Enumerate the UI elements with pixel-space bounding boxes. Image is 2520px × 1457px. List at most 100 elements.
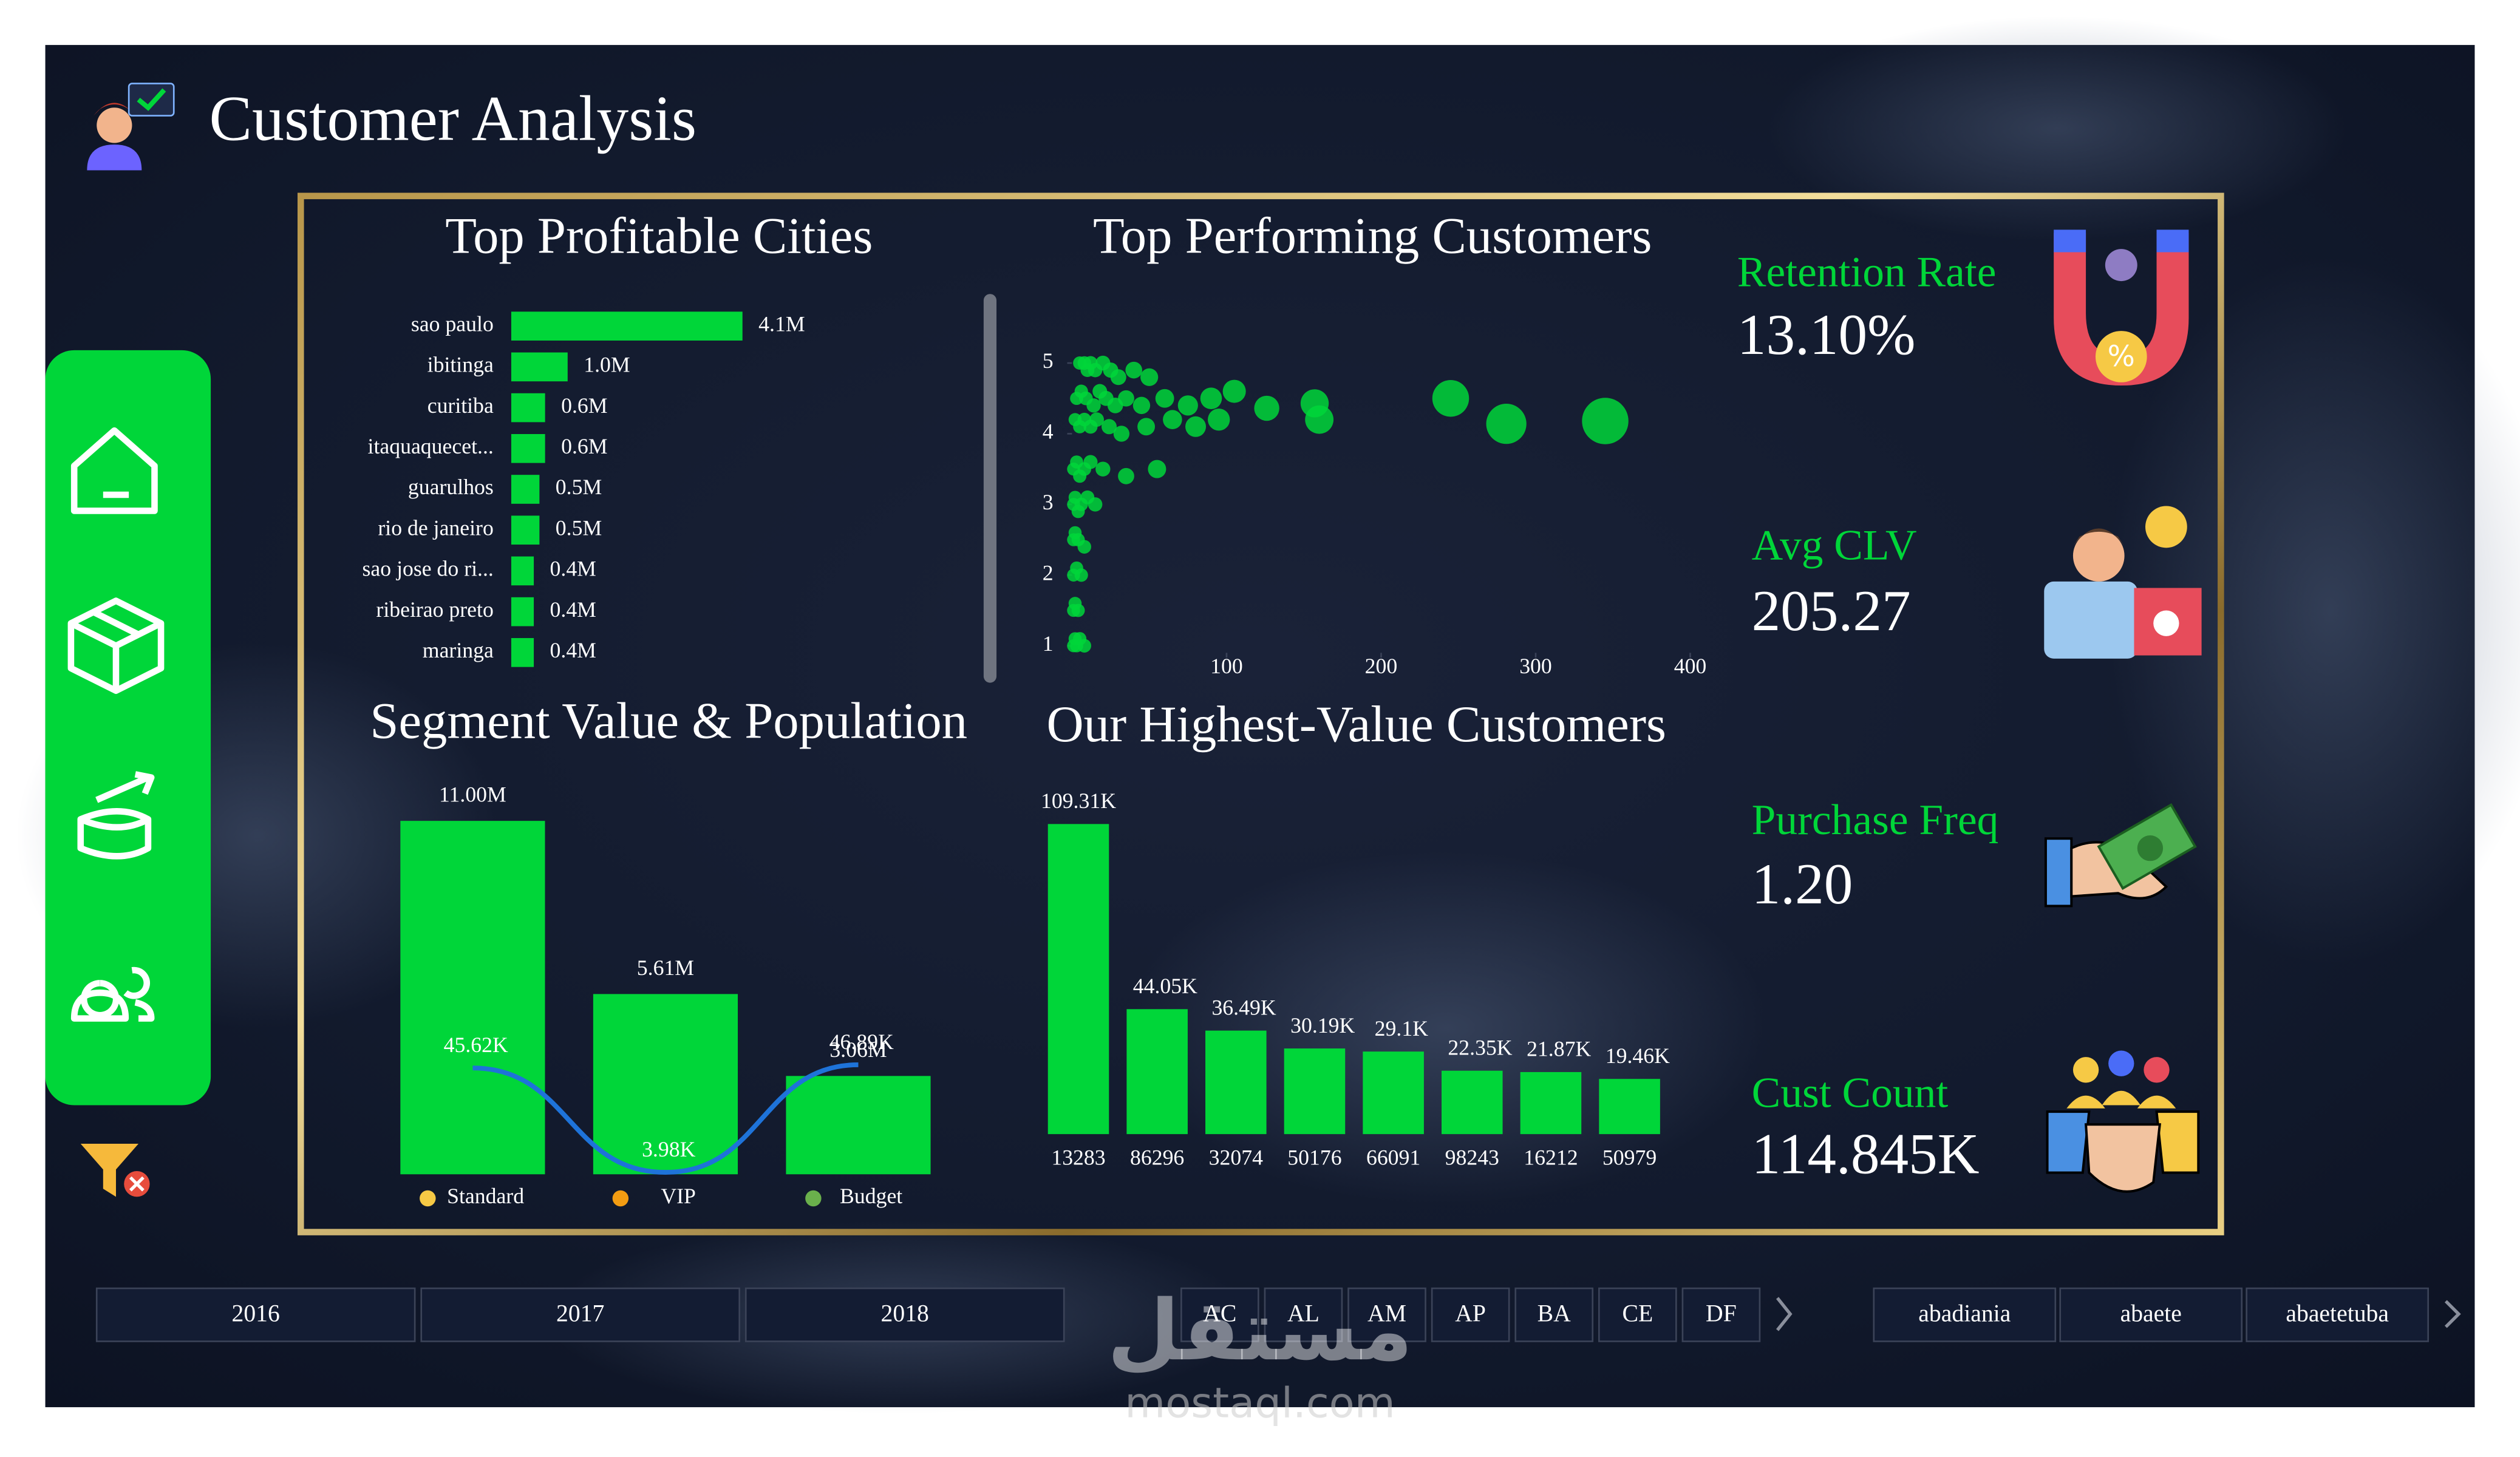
button-box[interactable]	[1681, 1287, 1761, 1342]
value-label: 0.5M	[556, 515, 602, 540]
category-label: curitiba	[427, 393, 494, 418]
button-label[interactable]: 2017	[556, 1300, 604, 1326]
button-box[interactable]	[1347, 1287, 1426, 1342]
kpi-value: 205.27	[1752, 579, 1911, 643]
scatter-point	[1305, 405, 1334, 434]
bar	[1520, 1072, 1582, 1135]
cities-button[interactable]: abaete	[2059, 1287, 2243, 1342]
scatter-point	[1083, 455, 1098, 469]
bar	[1126, 1009, 1188, 1135]
header-icon	[87, 83, 175, 171]
value-label: 44.05K	[1133, 974, 1197, 998]
years-button[interactable]: 2018	[744, 1287, 1065, 1342]
cities-button[interactable]: abadiania	[1873, 1287, 2057, 1342]
button-label[interactable]: DF	[1706, 1300, 1737, 1326]
states-button[interactable]: AL	[1264, 1287, 1343, 1342]
value-label: 29.1K	[1375, 1016, 1429, 1041]
line-value-label: 46.89K	[829, 1030, 894, 1054]
scatter-point	[1113, 426, 1130, 442]
sidebar	[45, 350, 211, 1105]
bar	[511, 475, 540, 504]
button-label[interactable]: abaetetuba	[2286, 1300, 2389, 1326]
bar	[511, 556, 534, 586]
button-label[interactable]: AM	[1367, 1300, 1406, 1326]
button-box[interactable]	[420, 1287, 740, 1342]
kpi-label: Cust Count	[1752, 1069, 1949, 1117]
button-box[interactable]	[1514, 1287, 1594, 1342]
button-box[interactable]	[1873, 1287, 2057, 1342]
states-button[interactable]: DF	[1681, 1287, 1761, 1342]
button-label[interactable]: AP	[1455, 1300, 1486, 1326]
button-box[interactable]	[1264, 1287, 1343, 1342]
watermark-arabic: مستقل	[1107, 1282, 1412, 1379]
product-icon[interactable]	[67, 597, 165, 695]
years-button[interactable]: 2017	[420, 1287, 740, 1342]
button-label[interactable]: 2018	[881, 1300, 929, 1326]
category-label: ribeirao preto	[376, 597, 493, 622]
category-label: VIP	[661, 1184, 696, 1208]
category-label: itaquaquecet...	[368, 434, 494, 458]
states-button[interactable]: BA	[1514, 1287, 1594, 1342]
button-box[interactable]	[95, 1287, 416, 1342]
button-label[interactable]: abaete	[2120, 1300, 2182, 1326]
cities-button[interactable]: abaetetuba	[2246, 1287, 2430, 1342]
scatter-point	[1200, 387, 1222, 410]
bar-value-label: 3.06M	[829, 1038, 887, 1062]
states-button[interactable]: AP	[1431, 1287, 1510, 1342]
bar-value-label: 11.00M	[439, 783, 506, 807]
sales-icon[interactable]	[77, 771, 155, 860]
scatter-point	[1140, 368, 1159, 386]
states-next-arrow[interactable]	[1776, 1297, 1793, 1331]
home-icon[interactable]	[70, 427, 158, 514]
value-label: 36.49K	[1211, 995, 1276, 1019]
button-label[interactable]: 2016	[232, 1300, 280, 1326]
button-box[interactable]	[1431, 1287, 1510, 1342]
category-label: sao paulo	[411, 311, 494, 336]
button-label[interactable]: AL	[1287, 1300, 1320, 1326]
category-label: ibitinga	[427, 353, 494, 377]
button-label[interactable]: BA	[1538, 1300, 1571, 1326]
customer-icon[interactable]	[70, 966, 155, 1022]
value-label: 0.6M	[561, 393, 607, 418]
value-label: 4.1M	[758, 311, 805, 336]
value-label: 22.35K	[1448, 1035, 1512, 1059]
category-icon	[805, 1190, 822, 1207]
button-label[interactable]: CE	[1622, 1300, 1653, 1326]
button-label[interactable]: abadiania	[1918, 1300, 2011, 1326]
scatter-point	[1071, 603, 1085, 617]
years-button[interactable]: 2016	[95, 1287, 416, 1342]
category-label: 13283	[1051, 1146, 1105, 1170]
states-button[interactable]: CE	[1598, 1287, 1677, 1342]
button-box[interactable]	[2246, 1287, 2430, 1342]
kpi-label: Purchase Freq	[1752, 796, 1999, 844]
button-box[interactable]	[2059, 1287, 2243, 1342]
kpi-label: Retention Rate	[1737, 248, 1997, 296]
states-button[interactable]: AC	[1180, 1287, 1259, 1342]
cities-next-arrow[interactable]	[2444, 1300, 2461, 1328]
button-label[interactable]: AC	[1203, 1300, 1236, 1326]
scrollbar[interactable]	[983, 294, 997, 683]
line	[472, 1062, 859, 1175]
y-tick-label: 2	[1043, 561, 1054, 585]
scatter-point	[1163, 410, 1182, 429]
button-box[interactable]	[1180, 1287, 1259, 1342]
kpi-value: 114.845K	[1752, 1121, 1980, 1186]
scatter-point	[1582, 398, 1629, 444]
clear-filter-icon[interactable]	[80, 1144, 150, 1197]
category-label: 86296	[1130, 1146, 1184, 1170]
scatter-point	[1137, 418, 1156, 436]
scatter-point	[1132, 396, 1151, 415]
bar	[1047, 824, 1109, 1135]
scatter-point	[1086, 398, 1101, 413]
scatter-point	[1148, 460, 1166, 478]
scatter-point	[1125, 361, 1143, 379]
y-tick-label: 3	[1043, 490, 1054, 514]
button-box[interactable]	[1598, 1287, 1677, 1342]
category-label: maringa	[423, 638, 494, 662]
scatter-point	[1222, 379, 1246, 403]
button-box[interactable]	[744, 1287, 1065, 1342]
scatter-point	[1089, 412, 1104, 427]
gold-frame	[297, 192, 2224, 1235]
states-button[interactable]: AM	[1347, 1287, 1426, 1342]
